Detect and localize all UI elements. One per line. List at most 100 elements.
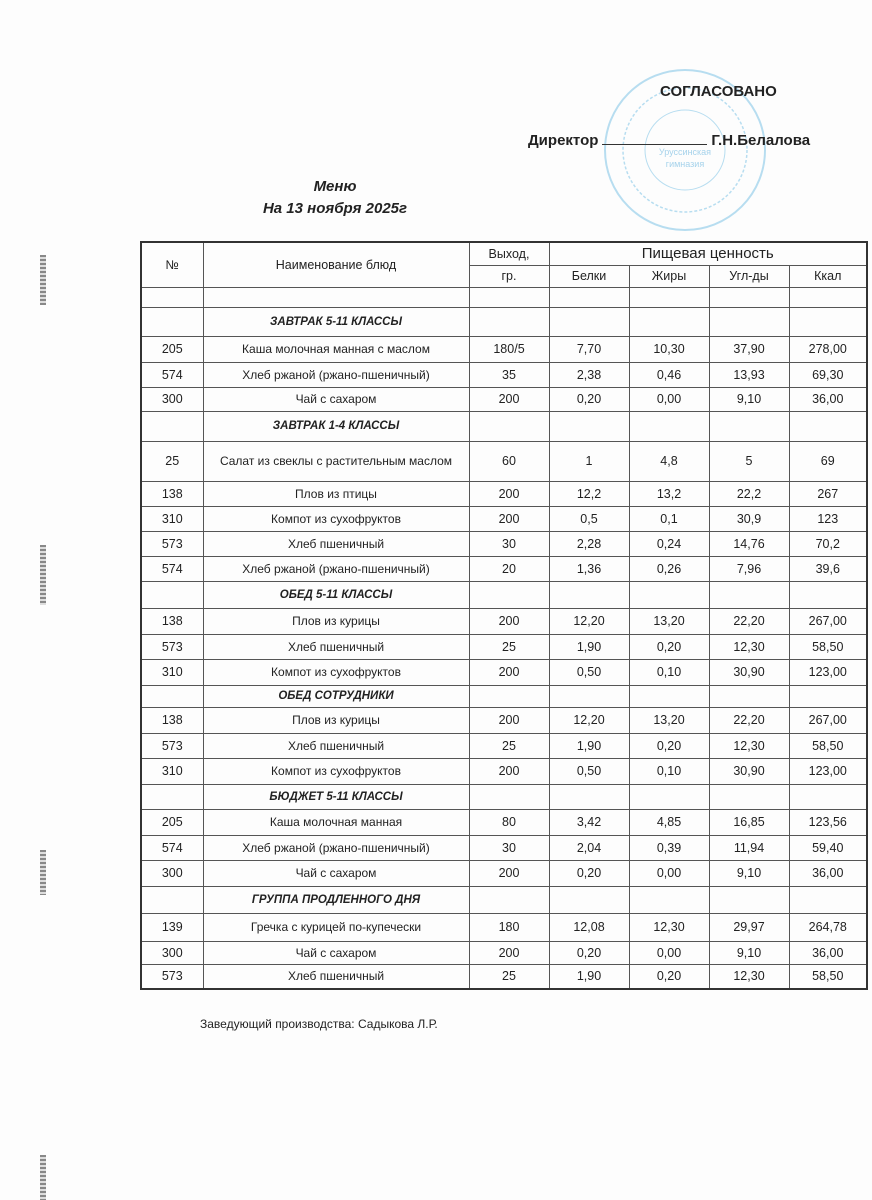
cell-protein: 1 [548,440,630,482]
cell-carbs: 30,90 [708,757,790,785]
document-title: Меню [313,178,357,195]
footer-signature: Заведующий производства: Садыкова Л.Р. [200,1017,438,1031]
cell-carbs: 22,20 [708,706,790,734]
cell-num: 310 [140,505,204,532]
cell-carbs: 30,9 [708,505,790,532]
empty-cell [788,306,868,337]
cell-fat: 4,85 [628,808,710,836]
cell-protein: 2,28 [548,530,630,557]
empty-cell [628,885,710,914]
section-row: ГРУППА ПРОДЛЕННОГО ДНЯ [140,885,868,914]
cell-yield: 200 [468,940,550,965]
empty-cell [708,410,790,442]
table-row: 573 Хлеб пшеничный 25 1,90 0,20 12,30 58,50 [140,963,868,990]
empty-cell [628,580,710,609]
cell-name: Хлеб ржаной (ржано-пшеничный) [202,834,470,861]
cell-fat: 0,20 [628,633,710,660]
cell-num: 573 [140,633,204,660]
cell-carbs: 30,90 [708,658,790,686]
header-nutrition: Пищевая ценность [548,241,868,266]
cell-carbs: 11,94 [708,834,790,861]
cell-name: Хлеб пшеничный [202,530,470,557]
empty-row [140,286,868,308]
cell-carbs: 22,20 [708,607,790,635]
table-row: 300 Чай с сахаром 200 0,20 0,00 9,10 36,00 [140,386,868,412]
cell-num: 138 [140,607,204,635]
empty-cell [548,885,630,914]
cell-num: 300 [140,859,204,887]
empty-cell [708,783,790,810]
cell-num: 139 [140,912,204,942]
table-row: 205 Каша молочная манная 80 3,42 4,85 16,85 12… [140,808,868,836]
cell-kcal: 36,00 [788,940,868,965]
cell-kcal: 58,50 [788,963,868,990]
approval-label: СОГЛАСОВАНО [660,83,777,100]
section-row: ОБЕД СОТРУДНИКИ [140,684,868,708]
cell-carbs: 7,96 [708,555,790,582]
cell-yield: 200 [468,859,550,887]
empty-cell [788,783,868,810]
cell-fat: 0,10 [628,658,710,686]
cell-protein: 12,2 [548,480,630,507]
cell-fat: 0,20 [628,732,710,759]
cell-name: Хлеб ржаной (ржано-пшеничный) [202,361,470,388]
cell-name: Плов из курицы [202,706,470,734]
cell-name: Компот из сухофруктов [202,757,470,785]
cell-yield: 180 [468,912,550,942]
table-row: 573 Хлеб пшеничный 25 1,90 0,20 12,30 58,50 [140,633,868,660]
cell-kcal: 264,78 [788,912,868,942]
empty-cell [548,684,630,708]
header-num: № [140,241,204,288]
cell-fat: 0,26 [628,555,710,582]
table-row: 310 Компот из сухофруктов 200 0,5 0,1 30,9 123 [140,505,868,532]
cell-name: Компот из сухофруктов [202,658,470,686]
table-row: 139 Гречка с курицей по-купечески 180 12,08… [140,912,868,942]
cell-carbs: 16,85 [708,808,790,836]
cell-yield: 30 [468,530,550,557]
cell-kcal: 59,40 [788,834,868,861]
cell-carbs: 13,93 [708,361,790,388]
cell-protein: 1,90 [548,963,630,990]
empty-cell [140,783,204,810]
cell-kcal: 69 [788,440,868,482]
table-row: 138 Плов из курицы 200 12,20 13,20 22,20 267,0… [140,607,868,635]
svg-text:гимназия: гимназия [666,159,705,169]
cell-num: 205 [140,808,204,836]
director-name: Г.Н.Белалова [711,132,811,149]
document-date: На 13 ноября 2025г [262,200,408,217]
cell-num: 138 [140,706,204,734]
empty-cell [548,783,630,810]
cell-num: 574 [140,555,204,582]
cell-num: 573 [140,530,204,557]
empty-cell [708,580,790,609]
cell-name: Чай с сахаром [202,940,470,965]
cell-fat: 0,00 [628,859,710,887]
cell-fat: 0,24 [628,530,710,557]
cell-fat: 0,1 [628,505,710,532]
cell-name: Чай с сахаром [202,386,470,412]
cell-fat: 0,10 [628,757,710,785]
header-carbs: Угл-ды [708,264,790,288]
cell-yield: 25 [468,963,550,990]
empty-cell [548,306,630,337]
official-stamp: Уруссинская гимназия [604,69,766,231]
table-row: 574 Хлеб ржаной (ржано-пшеничный) 30 2,04 0,… [140,834,868,861]
cell-kcal: 123,00 [788,658,868,686]
cell-kcal: 123 [788,505,868,532]
section-row: БЮДЖЕТ 5-11 КЛАССЫ [140,783,868,810]
cell-fat: 10,30 [628,335,710,363]
cell-kcal: 267,00 [788,607,868,635]
cell-carbs: 5 [708,440,790,482]
section-title: ГРУППА ПРОДЛЕННОГО ДНЯ [202,885,470,914]
cell-protein: 7,70 [548,335,630,363]
cell-num: 573 [140,963,204,990]
table-row: 574 Хлеб ржаной (ржано-пшеничный) 20 1,36 0,… [140,555,868,582]
cell-kcal: 267 [788,480,868,507]
scan-artifact [40,255,46,305]
cell-kcal: 123,56 [788,808,868,836]
cell-name: Каша молочная манная [202,808,470,836]
cell-yield: 200 [468,757,550,785]
section-title: ОБЕД СОТРУДНИКИ [202,684,470,708]
cell-carbs: 12,30 [708,963,790,990]
cell-yield: 180/5 [468,335,550,363]
